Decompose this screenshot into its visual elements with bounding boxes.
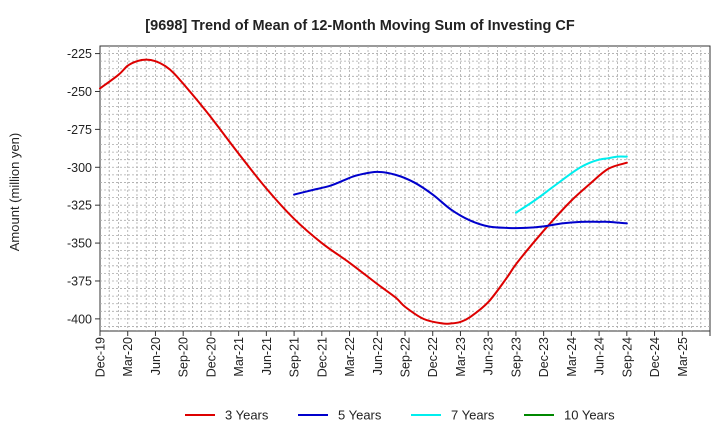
x-tick-label: Jun-22 bbox=[371, 337, 385, 375]
series-line-3-years bbox=[99, 58, 628, 325]
y-tick-label: -300 bbox=[67, 161, 92, 175]
y-tick-label: -400 bbox=[67, 312, 92, 326]
x-tick-label: Mar-21 bbox=[232, 337, 246, 377]
x-tick-label: Dec-24 bbox=[648, 337, 662, 377]
y-axis-ticks: -225 -250 -275 -300 -325 -350 -375 -400 bbox=[67, 47, 100, 326]
x-tick-label: Mar-24 bbox=[565, 337, 579, 377]
y-tick-label: -250 bbox=[67, 85, 92, 99]
legend-label: 5 Years bbox=[338, 408, 382, 423]
x-tick-label: Dec-21 bbox=[315, 337, 329, 377]
x-tick-label: Mar-22 bbox=[343, 337, 357, 377]
y-axis-label: Amount (million yen) bbox=[7, 133, 22, 252]
x-tick-label: Mar-23 bbox=[454, 337, 468, 377]
x-tick-label: Mar-20 bbox=[121, 337, 135, 377]
series-line-7-years bbox=[514, 155, 628, 214]
x-tick-label: Jun-23 bbox=[482, 337, 496, 375]
x-tick-label: Sep-20 bbox=[177, 337, 191, 377]
legend-label: 3 Years bbox=[225, 408, 269, 423]
legend: 3 Years 5 Years 7 Years 10 Years bbox=[185, 408, 615, 423]
y-tick-label: -350 bbox=[67, 237, 92, 251]
y-tick-label: -375 bbox=[67, 274, 92, 288]
x-tick-label: Mar-25 bbox=[676, 337, 690, 377]
series-lines bbox=[99, 58, 628, 325]
x-tick-label: Sep-21 bbox=[288, 337, 302, 377]
x-tick-label: Sep-24 bbox=[620, 337, 634, 377]
chart-title: [9698] Trend of Mean of 12-Month Moving … bbox=[145, 18, 575, 34]
x-tick-label: Dec-20 bbox=[204, 337, 218, 377]
y-tick-label: -275 bbox=[67, 123, 92, 137]
vertical-gridlines bbox=[108, 46, 702, 331]
x-axis-ticks: Dec-19 Mar-20 Jun-20 Sep-20 Dec-20 Mar-21 Jun-… bbox=[94, 331, 711, 377]
x-tick-label: Dec-22 bbox=[426, 337, 440, 377]
x-tick-label: Dec-23 bbox=[537, 337, 551, 377]
legend-label: 10 Years bbox=[564, 408, 615, 423]
x-tick-label: Dec-19 bbox=[94, 337, 108, 377]
x-tick-label: Jun-21 bbox=[260, 337, 274, 375]
x-tick-label: Jun-24 bbox=[593, 337, 607, 375]
legend-label: 7 Years bbox=[451, 408, 495, 423]
x-tick-label: Sep-23 bbox=[509, 337, 523, 377]
x-tick-label: Jun-20 bbox=[149, 337, 163, 375]
y-tick-label: -225 bbox=[67, 47, 92, 61]
x-tick-label: Sep-22 bbox=[399, 337, 413, 377]
series-line-5-years bbox=[293, 170, 628, 230]
horizontal-gridlines bbox=[100, 53, 710, 327]
y-tick-label: -325 bbox=[67, 199, 92, 213]
